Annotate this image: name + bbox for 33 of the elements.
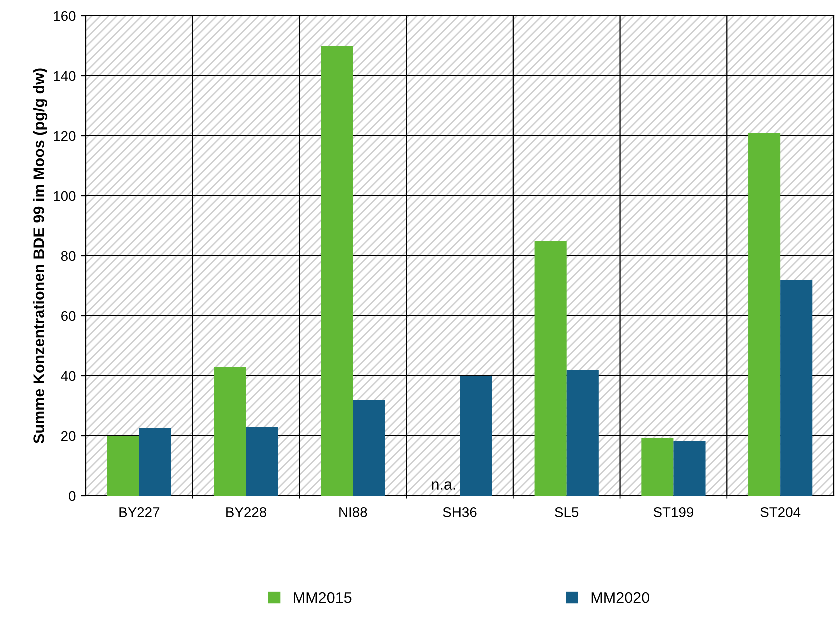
y-tick-label: 60 xyxy=(62,311,76,322)
bar xyxy=(321,46,354,496)
bar xyxy=(566,370,599,496)
y-tick-label: 120 xyxy=(54,131,76,142)
legend-label: MM2020 xyxy=(592,592,650,604)
bar xyxy=(780,280,813,496)
bar xyxy=(674,441,706,496)
annotation: n.a. xyxy=(432,482,456,490)
y-axis-title: Summe Konzentrationen BDE 99 im Moos (pg/g dw) xyxy=(33,68,48,444)
y-tick-label: 40 xyxy=(61,371,76,382)
bar xyxy=(353,400,386,496)
y-tick-label: 80 xyxy=(61,251,76,262)
x-tick-label: SH36 xyxy=(443,507,477,518)
legend-label: MM2015 xyxy=(294,592,352,604)
y-tick-label: 160 xyxy=(54,11,76,22)
x-tick-label: BY227 xyxy=(120,507,160,518)
y-tick-label: 140 xyxy=(54,71,76,82)
x-tick-label: ST199 xyxy=(654,507,694,518)
bar xyxy=(534,241,567,496)
x-tick-label: NI88 xyxy=(340,507,368,518)
bar xyxy=(642,438,674,496)
bar xyxy=(748,133,781,496)
bar xyxy=(107,436,140,496)
x-tick-label: ST204 xyxy=(760,507,801,518)
bar xyxy=(460,376,492,496)
x-tick-label: BY228 xyxy=(226,507,267,518)
bar xyxy=(246,427,278,496)
bar xyxy=(139,428,172,496)
y-tick-label: 0 xyxy=(69,491,76,502)
y-tick-label: 20 xyxy=(62,431,76,442)
x-tick-label: SL5 xyxy=(555,507,579,518)
y-tick-label: 100 xyxy=(54,191,76,202)
bar xyxy=(214,367,246,496)
